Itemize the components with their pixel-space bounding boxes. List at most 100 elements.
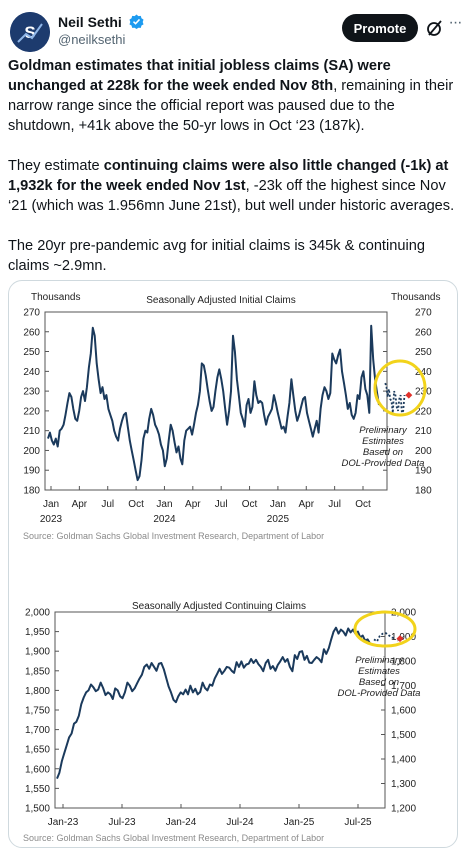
chart1-ytick-left: 190 (23, 466, 40, 477)
chart2-ytick-left: 1,750 (25, 706, 50, 717)
chart2-xtick: Jan-23 (48, 817, 79, 828)
logo-mark-icon: S (24, 23, 35, 42)
chart2-xtick: Jul-25 (344, 817, 372, 828)
chart1-ytick-right: 190 (415, 466, 432, 477)
chart2-ytick-right: 1,400 (391, 755, 416, 766)
chart1-left-ticks: 180 190 200 210 220 230 240 250 260 270 (23, 308, 49, 497)
chart1-ytick-left: 200 (23, 446, 40, 457)
chart2-right-ticks: 1,200 1,300 1,400 1,500 1,600 1,700 1,800 1,900… (381, 608, 416, 815)
promote-button[interactable]: Promote (342, 14, 418, 42)
chart1-estimates-line (384, 382, 406, 416)
chart2-annotation-line: Based on (359, 677, 399, 688)
chart1-year-labels: 2023 2024 2025 (40, 514, 290, 525)
chart1-ytick-left: 270 (23, 308, 40, 319)
chart1-year-label: 2025 (267, 514, 290, 525)
chart2-estimates-line (373, 632, 396, 643)
chart1-ytick-right: 260 (415, 327, 432, 338)
chart1-ytick-left: 250 (23, 347, 40, 358)
avatar[interactable]: S (10, 12, 50, 52)
chart1-xtick: Jul (215, 499, 228, 510)
chart2-ytick-left: 1,700 (25, 725, 50, 736)
tweet-text: Goldman estimates that initial jobless c… (8, 56, 458, 296)
chart1-ytick-right: 240 (415, 367, 432, 378)
chart2-series (56, 626, 404, 779)
grok-icon[interactable] (425, 18, 445, 38)
chart1-ytick-left: 210 (23, 426, 40, 437)
chart2-xtick: Jul-23 (108, 817, 136, 828)
chart2-series-line (56, 626, 371, 779)
chart1-plot-frame (44, 311, 388, 491)
chart1-xtick: Apr (72, 499, 88, 510)
chart1-right-unit: Thousands (391, 292, 440, 303)
chart2-ytick-right: 1,800 (391, 657, 416, 668)
chart2-source: Source: Goldman Sachs Global Investment … (23, 833, 324, 843)
chart2-xtick: Jan-24 (166, 817, 197, 828)
chart2-annotation-line: DOL-Provided Data (338, 688, 421, 699)
chart1-ytick-left: 240 (23, 367, 40, 378)
chart1-ytick-right: 250 (415, 347, 432, 358)
chart2-ytick-right: 1,300 (391, 779, 416, 790)
chart1-title: Seasonally Adjusted Initial Claims (146, 295, 296, 306)
tweet-paragraph-2: They estimate continuing claims were als… (8, 158, 455, 214)
chart2-xtick: Jan-25 (284, 817, 315, 828)
chart2-ytick-left: 1,600 (25, 764, 50, 775)
chart2-annotation-line: Estimates (358, 666, 400, 677)
chart1-xtick: Jan (156, 499, 172, 510)
chart1-series (47, 324, 413, 482)
tweet-paragraph-1: Goldman estimates that initial jobless c… (8, 58, 454, 134)
chart1-ytick-right: 270 (415, 308, 432, 319)
chart1-annotation-line: Estimates (362, 436, 404, 447)
chart1-ytick-left: 260 (23, 327, 40, 338)
chart1-annotation-line: DOL-Provided Data (342, 458, 425, 469)
chart1-ytick-right: 180 (415, 486, 432, 497)
chart2-ytick-left: 1,850 (25, 666, 50, 677)
chart2-ytick-left: 1,550 (25, 784, 50, 795)
chart2-ytick-left: 1,500 (25, 804, 50, 815)
chart1-highlight-circle (373, 359, 427, 417)
chart2-plot-frame (54, 611, 386, 809)
chart1-left-unit: Thousands (31, 292, 80, 303)
chart1-ytick-left: 220 (23, 406, 40, 417)
chart2-ytick-right: 1,700 (391, 681, 416, 692)
tweet-header: S Neil Sethi @neilksethi Promote ··· (10, 10, 462, 52)
chart1-source: Source: Goldman Sachs Global Investment … (23, 531, 324, 541)
chart-image[interactable]: Thousands Thousands Seasonally Adjusted … (8, 280, 458, 848)
chart1-xtick: Jan (43, 499, 59, 510)
chart1-xtick: Oct (128, 499, 144, 510)
initial-claims-chart: Thousands Thousands Seasonally Adjusted … (23, 292, 440, 541)
chart2-ytick-left: 1,650 (25, 745, 50, 756)
chart2-estimate-marker (396, 635, 404, 643)
chart2-ytick-right: 1,600 (391, 706, 416, 717)
chart2-xtick: Jul-24 (226, 817, 254, 828)
chart1-annotation-line: Preliminary (359, 425, 408, 436)
chart1-estimate-marker (405, 391, 413, 399)
chart2-ytick-right: 1,900 (391, 632, 416, 643)
author-handle[interactable]: @neilksethi (58, 32, 126, 47)
chart2-x-ticks: Jan-23 Jul-23 Jan-24 Jul-24 Jan-25 Jul-25 (48, 804, 372, 828)
chart1-year-label: 2023 (40, 514, 63, 525)
charts-svg: Thousands Thousands Seasonally Adjusted … (23, 292, 440, 843)
chart1-annotation-line: Based on (363, 447, 403, 458)
chart1-ytick-right: 200 (415, 446, 432, 457)
chart2-left-ticks: 1,500 1,550 1,600 1,650 1,700 1,750 1,800 1,850… (25, 608, 59, 815)
chart1-xtick: Jul (101, 499, 114, 510)
chart1-xtick: Jan (270, 499, 286, 510)
author-name[interactable]: Neil Sethi (58, 14, 144, 30)
chart2-ytick-left: 2,000 (25, 608, 50, 619)
chart1-year-label: 2024 (153, 514, 176, 525)
chart2-highlight-circle (353, 610, 417, 648)
chart2-ytick-right: 1,200 (391, 804, 416, 815)
chart1-ytick-right: 220 (415, 406, 432, 417)
chart1-xtick: Oct (242, 499, 258, 510)
chart2-ytick-left: 1,950 (25, 627, 50, 638)
chart2-ytick-left: 1,800 (25, 686, 50, 697)
chart2-title: Seasonally Adjusted Continuing Claims (132, 601, 306, 612)
chart2-ytick-right: 2,000 (391, 608, 416, 619)
more-options-button[interactable]: ··· (448, 14, 463, 31)
chart2-ytick-right: 1,500 (391, 730, 416, 741)
chart1-xtick: Jul (328, 499, 341, 510)
verified-badge-icon (129, 14, 144, 29)
chart2-annotation-line: Preliminary (355, 655, 404, 666)
